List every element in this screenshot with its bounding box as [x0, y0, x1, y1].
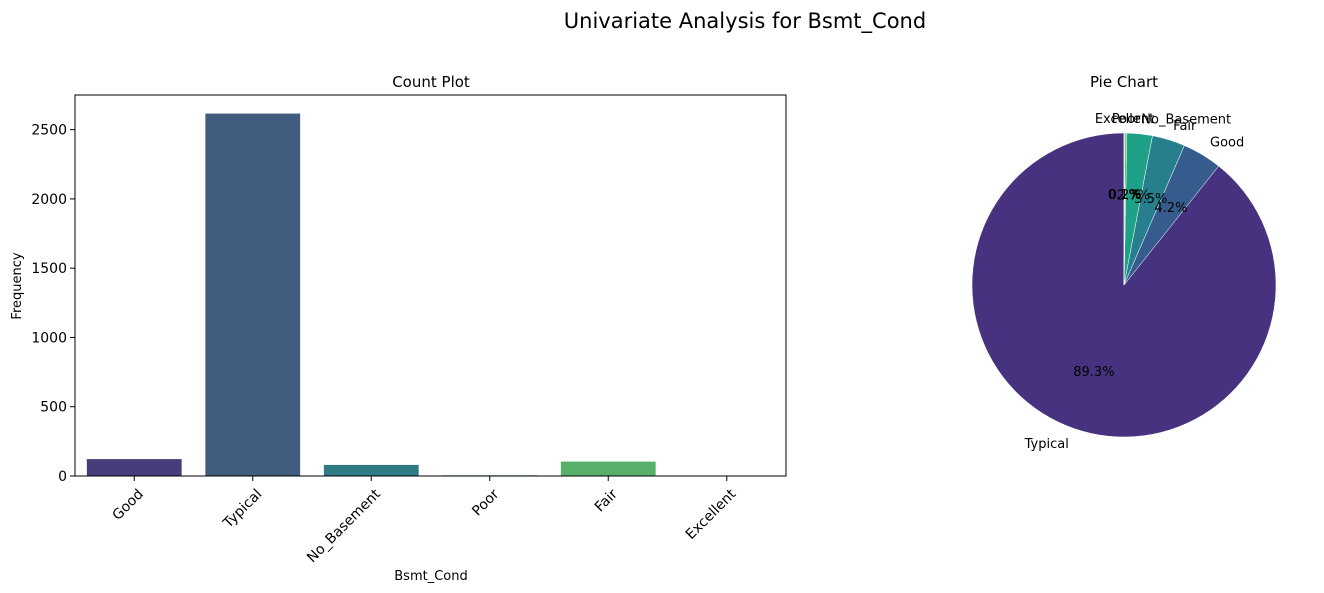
- pie-percent-label: 0.1%: [1108, 188, 1141, 203]
- pie-chart: Pie Chart Typical Good FairNo_BasementPoor…: [971, 73, 1277, 452]
- pie-label: No_Basement: [1141, 113, 1231, 128]
- bar-good: [86, 459, 182, 476]
- pie-percent-label: 3.5%: [1134, 192, 1167, 207]
- bar-typical: [205, 113, 301, 476]
- pie-percent-label: 0.2%: [1109, 188, 1142, 203]
- count-plot-title: Count Plot: [392, 73, 470, 91]
- y-tick-label: 1500: [31, 261, 67, 277]
- pie-percent-labels: 89.3% 4.2%3.5%2.7%0.2%0.1%: [1073, 188, 1187, 380]
- count-plot: Count Plot 0 500 1000 1500 2000 2500 Good Typi…: [10, 73, 787, 584]
- y-tick-label: 500: [40, 400, 67, 416]
- pie-percent-label: 2.7%: [1117, 188, 1150, 203]
- x-tick-label: Typical: [220, 486, 266, 532]
- bar-fair: [560, 461, 656, 476]
- pie-label: Fair: [1173, 119, 1197, 134]
- pie-label: Typical: [1024, 437, 1069, 452]
- y-tick-label: 2500: [31, 123, 67, 139]
- bar-no-basement: [323, 464, 419, 476]
- y-axis-ticks: 0 500 1000 1500 2000 2500: [31, 123, 75, 485]
- y-axis-label: Frequency: [10, 252, 25, 319]
- y-tick-label: 1000: [31, 330, 67, 346]
- pie-percent-label: 4.2%: [1154, 201, 1187, 216]
- x-tick-label: Excellent: [683, 486, 740, 543]
- x-tick-label: Fair: [592, 486, 621, 515]
- pie-label: Poor: [1112, 112, 1141, 127]
- plot-frame: [74, 94, 787, 477]
- x-axis-label: Bsmt_Cond: [394, 569, 467, 584]
- y-tick-label: 0: [58, 469, 67, 485]
- pie-label: Excellent: [1095, 112, 1154, 127]
- y-tick-label: 2000: [31, 192, 67, 208]
- pie-chart-title: Pie Chart: [1090, 73, 1158, 91]
- x-tick-label: Good: [109, 486, 146, 523]
- bars: [86, 113, 775, 476]
- x-tick-label: Poor: [469, 486, 502, 519]
- slice-excellent: [1123, 132, 1126, 286]
- pie-slices: [971, 132, 1277, 438]
- pie-percent-label: 89.3%: [1073, 365, 1114, 380]
- x-axis-ticks: Good Typical No_Basement Poor Fair Excellent: [109, 476, 740, 566]
- figure-suptitle: Univariate Analysis for Bsmt_Cond: [564, 9, 926, 34]
- x-tick-label: No_Basement: [304, 486, 384, 566]
- pie-label: Good: [1210, 136, 1244, 151]
